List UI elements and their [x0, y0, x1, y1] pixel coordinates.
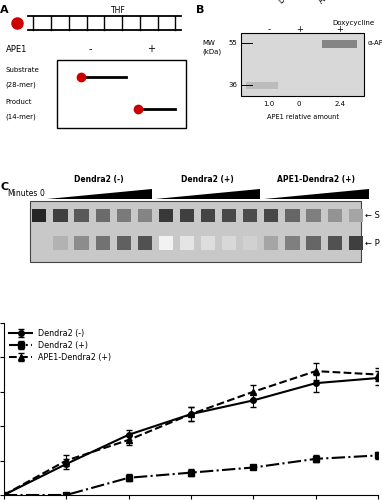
Text: +: + [336, 24, 343, 34]
Bar [96, 209, 110, 222]
Bar [53, 209, 68, 222]
Text: Dendra2 (+): Dendra2 (+) [181, 175, 234, 184]
Text: -: - [268, 24, 271, 34]
Text: B: B [196, 5, 204, 15]
Text: A: A [0, 5, 9, 15]
Bar [117, 209, 131, 222]
Bar [159, 236, 173, 250]
Text: 55: 55 [229, 40, 238, 46]
Bar [349, 236, 363, 250]
Bar [222, 209, 236, 222]
Text: 36: 36 [229, 82, 238, 88]
Text: APE1-Dendra2: APE1-Dendra2 [317, 0, 362, 5]
Text: (14-mer): (14-mer) [6, 114, 36, 120]
Bar [180, 209, 194, 222]
Text: MW: MW [202, 40, 215, 46]
Text: APE1: APE1 [6, 45, 27, 54]
Bar [57, 60, 186, 128]
Bar [327, 209, 342, 222]
Text: Product: Product [6, 98, 32, 104]
Bar [74, 209, 89, 222]
Bar [117, 236, 131, 250]
Polygon shape [155, 188, 260, 198]
Bar [285, 236, 299, 250]
Bar [201, 236, 215, 250]
Text: -: - [89, 44, 92, 54]
Text: ← P: ← P [365, 238, 380, 248]
Text: Dendra2 (-): Dendra2 (-) [74, 175, 124, 184]
Text: +: + [147, 44, 155, 54]
Polygon shape [264, 188, 369, 198]
Bar [243, 209, 257, 222]
Legend: Dendra2 (-), Dendra2 (+), APE1-Dendra2 (+): Dendra2 (-), Dendra2 (+), APE1-Dendra2 (… [8, 327, 113, 364]
Text: APE1 relative amount: APE1 relative amount [267, 114, 339, 120]
Bar [322, 40, 357, 48]
Text: THF: THF [111, 6, 126, 15]
Text: Minutes: Minutes [8, 190, 38, 198]
Bar [74, 236, 89, 250]
Bar [180, 236, 194, 250]
Bar [30, 201, 361, 262]
Bar [138, 209, 152, 222]
Bar [243, 236, 257, 250]
Polygon shape [47, 188, 152, 198]
Text: (28-mer): (28-mer) [6, 82, 36, 88]
Bar [241, 33, 364, 96]
Bar [96, 236, 110, 250]
Text: α-APE1: α-APE1 [367, 40, 382, 46]
Text: 1.0: 1.0 [264, 101, 275, 107]
Text: 0: 0 [297, 101, 301, 107]
Bar [222, 236, 236, 250]
Bar [201, 209, 215, 222]
Bar [246, 82, 278, 89]
Text: APE1-Dendra2 (+): APE1-Dendra2 (+) [277, 175, 355, 184]
Text: Doxycycline: Doxycycline [333, 20, 375, 26]
Bar [349, 209, 363, 222]
Bar [138, 236, 152, 250]
Bar [264, 236, 278, 250]
Bar [159, 209, 173, 222]
Text: +: + [296, 24, 303, 34]
Text: Substrate: Substrate [6, 67, 39, 73]
Text: 0: 0 [39, 190, 44, 198]
Bar [327, 236, 342, 250]
Bar [53, 236, 68, 250]
Text: C: C [0, 182, 8, 192]
Text: Dendra2: Dendra2 [276, 0, 306, 5]
Text: ← S: ← S [365, 212, 380, 220]
Bar [306, 236, 320, 250]
Bar [285, 209, 299, 222]
Text: 2.4: 2.4 [334, 101, 345, 107]
Bar [306, 209, 320, 222]
Text: (kDa): (kDa) [202, 48, 222, 55]
Bar [264, 209, 278, 222]
Bar [32, 209, 47, 222]
